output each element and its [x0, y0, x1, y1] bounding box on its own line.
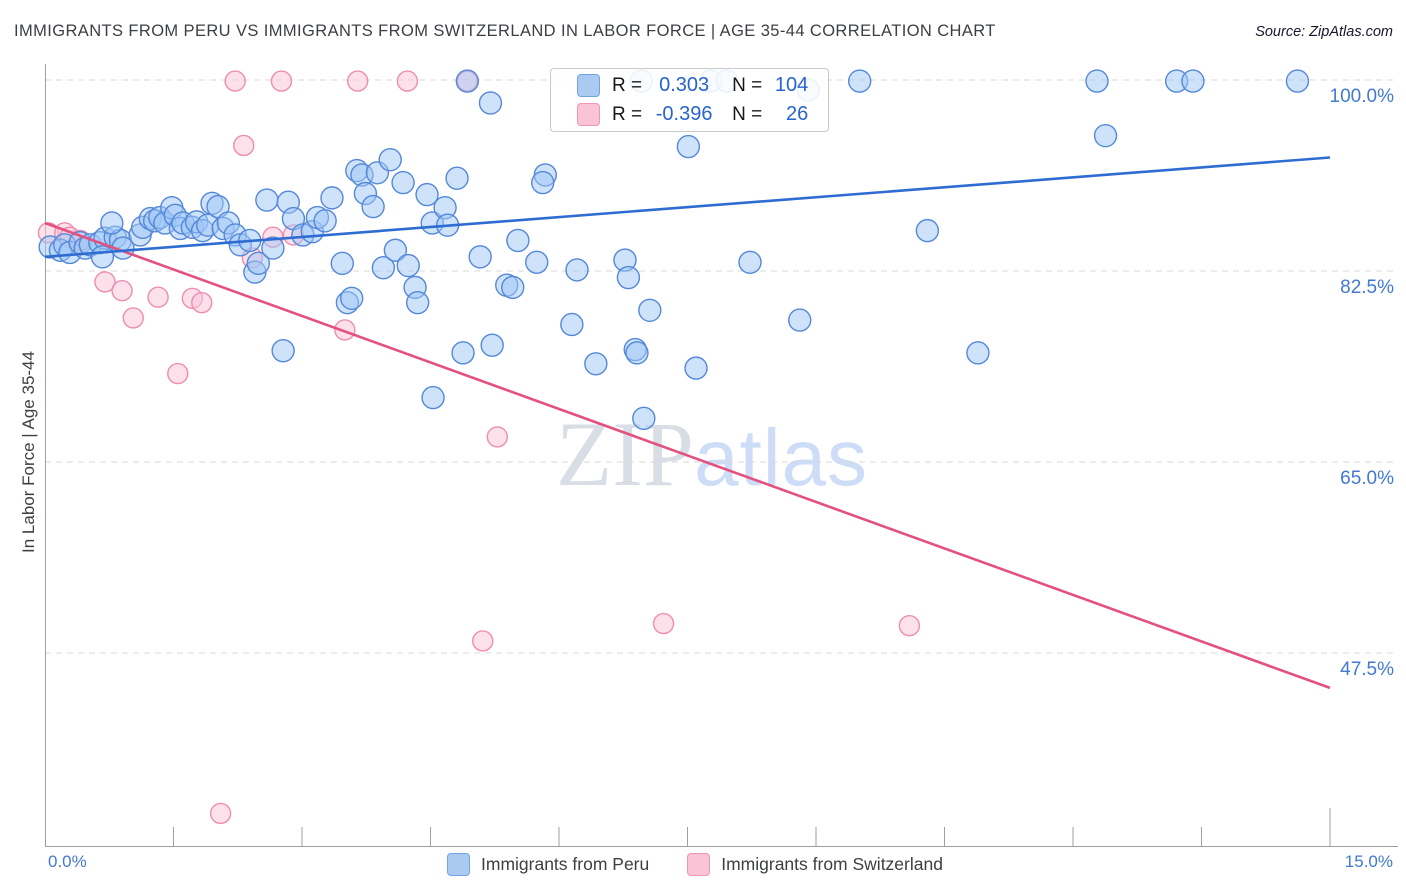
peru-points-point: [90, 245, 115, 269]
peru-points-point: [421, 385, 445, 410]
peru-points-point: [684, 356, 708, 380]
peru-points-point: [330, 251, 354, 276]
n-value-switzerland: 26: [785, 103, 809, 125]
peru-points-point: [451, 341, 475, 365]
peru-points-point: [531, 170, 555, 195]
peru-points-point: [100, 211, 124, 235]
peru-points-point: [847, 69, 872, 93]
switzerland-points-point: [111, 279, 133, 302]
switzerland-points-point: [472, 630, 494, 652]
peru-points-point: [616, 265, 641, 290]
peru-points-point: [405, 290, 430, 315]
gridlines: [45, 79, 1396, 654]
source-label: Source: ZipAtlas.com: [1255, 24, 1393, 40]
x-axis-max-label: 15.0%: [1344, 852, 1393, 871]
peru-points-point: [625, 341, 649, 365]
peru-points-point: [271, 338, 295, 363]
switzerland-points-point: [191, 291, 213, 314]
page-title: IMMIGRANTS FROM PERU VS IMMIGRANTS FROM …: [14, 22, 996, 40]
peru-points-point: [445, 166, 469, 190]
switzerland-points: [37, 70, 921, 825]
peru-swatch-icon: [447, 853, 470, 876]
peru-points-point: [261, 236, 285, 260]
peru-points-point: [480, 333, 504, 357]
peru-points-point: [339, 286, 364, 310]
bottom-legend: Immigrants from Peru Immigrants from Swi…: [447, 853, 981, 876]
peru-points-point: [638, 298, 662, 322]
peru-points-point: [1181, 69, 1205, 93]
peru-points-point: [468, 245, 492, 269]
switzerland-points-point: [346, 70, 369, 92]
switzerland-points-point: [334, 319, 356, 341]
axes: [45, 64, 1398, 847]
y-tick-label: 100.0%: [1329, 86, 1394, 107]
legend-row-switzerland: R = -0.396 N = 26: [551, 102, 828, 127]
switzerland-swatch-icon: [577, 103, 600, 126]
peru-points-point: [1085, 69, 1109, 93]
peru-points-point: [565, 258, 589, 282]
switzerland-points-point: [270, 70, 293, 92]
peru-points-point: [632, 406, 656, 431]
peru-points-point: [320, 186, 344, 210]
peru-points-point: [361, 194, 385, 219]
y-axis-title: In Labor Force | Age 35-44: [19, 351, 38, 553]
peru-points-point: [415, 182, 439, 207]
peru-points-point: [676, 134, 701, 159]
y-tick-label: 65.0%: [1340, 467, 1394, 489]
y-tick-label: 82.5%: [1340, 276, 1394, 298]
peru-points-point: [915, 218, 940, 243]
switzerland-points-point: [898, 615, 921, 637]
peru-points-point: [788, 308, 812, 332]
switzerland-points-point: [94, 271, 116, 293]
peru-points-point: [246, 251, 271, 276]
switzerland-points-point: [486, 426, 509, 448]
peru-points-point: [501, 275, 525, 300]
n-label: N =: [732, 103, 763, 125]
peru-points-point: [738, 250, 762, 274]
switzerland-points-point: [396, 70, 419, 92]
switzerland-trendline: [44, 221, 1331, 690]
y-tick-label: 47.5%: [1340, 658, 1394, 680]
r-value-peru: 0.303: [659, 74, 710, 96]
peru-points-point: [383, 238, 408, 262]
bottom-legend-label-peru: Immigrants from Peru: [481, 854, 650, 874]
x-axis-min-label: 0.0%: [48, 852, 87, 871]
legend-row-peru: R = 0.303 N = 104: [551, 73, 828, 98]
switzerland-points-point: [224, 70, 246, 92]
switzerland-points-point: [233, 134, 255, 157]
peru-points: [38, 69, 1310, 431]
peru-points-point: [255, 188, 279, 212]
r-label: R =: [612, 74, 643, 96]
peru-points-point: [396, 253, 420, 278]
peru-points-point: [584, 352, 608, 376]
n-value-peru: 104: [774, 74, 809, 96]
peru-trendline: [44, 156, 1331, 259]
switzerland-points-point: [167, 362, 189, 385]
bottom-legend-label-switzerland: Immigrants from Switzerland: [721, 854, 943, 874]
peru-points-point: [478, 91, 503, 115]
peru-points-point: [371, 256, 396, 280]
switzerland-points-point: [209, 802, 232, 825]
peru-points-point: [391, 170, 415, 195]
peru-points-point: [1285, 69, 1310, 93]
switzerland-points-point: [147, 286, 169, 308]
peru-points-point: [506, 228, 530, 253]
n-label: N =: [732, 74, 763, 96]
switzerland-swatch-icon: [687, 853, 711, 876]
peru-points-point: [525, 250, 549, 274]
peru-points-point: [455, 69, 480, 93]
switzerland-points-point: [652, 612, 675, 635]
peru-points-point: [1093, 123, 1118, 148]
switzerland-points-point: [122, 307, 144, 329]
r-label: R =: [612, 103, 643, 125]
peru-points-point: [966, 341, 990, 365]
r-value-switzerland: -0.396: [655, 103, 713, 125]
correlation-legend-box: R = 0.303 N = 104 R = -0.396 N = 26: [550, 68, 829, 132]
peru-points-point: [378, 147, 402, 172]
peru-points-point: [313, 209, 337, 233]
peru-swatch-icon: [577, 74, 600, 97]
peru-points-point: [560, 312, 584, 337]
